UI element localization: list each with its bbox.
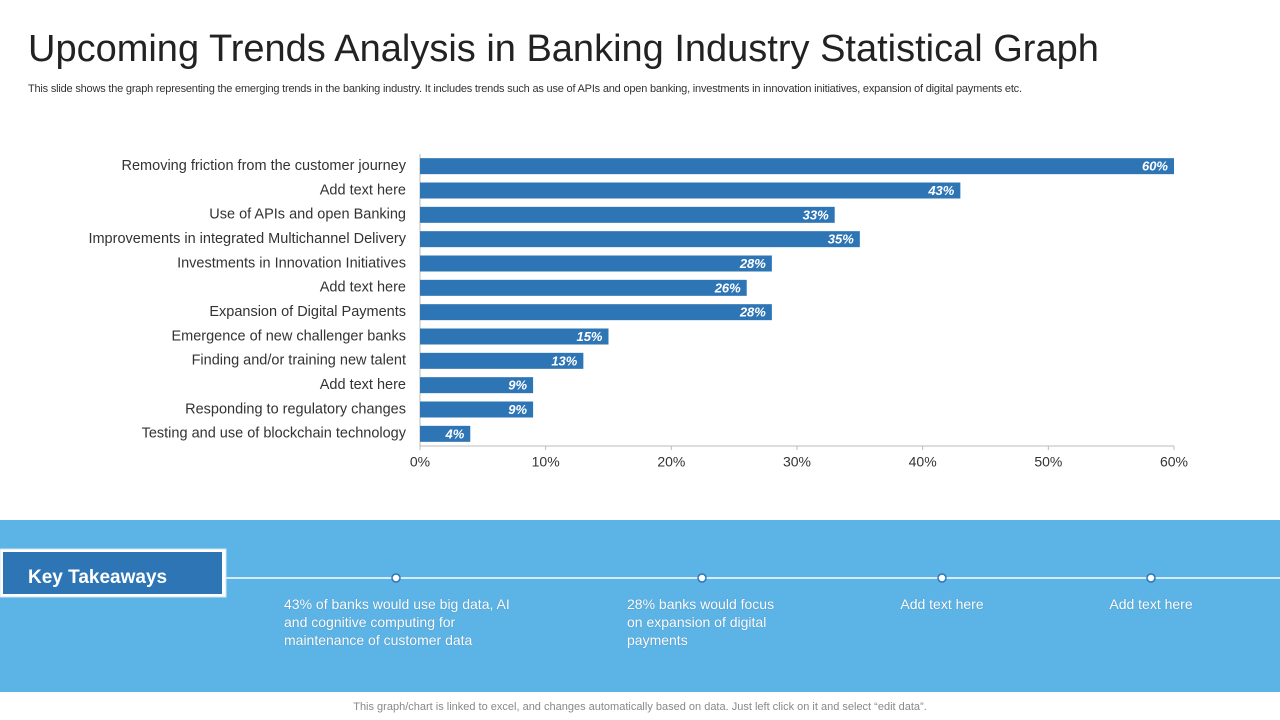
- x-tick-label: 0%: [410, 454, 430, 470]
- heading-box: [3, 552, 222, 594]
- data-label: 4%: [444, 426, 464, 441]
- bar: [420, 158, 1174, 175]
- marker: [391, 573, 401, 583]
- bar: [420, 377, 534, 394]
- marker: [1146, 573, 1156, 583]
- y-tick-label: Emergence of new challenger banks: [171, 328, 406, 344]
- bar: [420, 206, 835, 223]
- y-tick-label: Expansion of Digital Payments: [209, 304, 406, 320]
- x-tick-label: 50%: [1034, 454, 1062, 470]
- y-tick-label: Responding to regulatory changes: [185, 401, 406, 417]
- data-label: 26%: [714, 280, 741, 295]
- data-label: 15%: [576, 329, 602, 344]
- bar: [420, 182, 961, 199]
- x-tick-label: 20%: [657, 454, 685, 470]
- marker: [937, 573, 947, 583]
- subtitle: This slide shows the graph representing …: [28, 83, 1022, 95]
- bar: [420, 304, 772, 321]
- data-label: 28%: [739, 256, 766, 271]
- title: Upcoming Trends Analysis in Banking Indu…: [28, 28, 1099, 70]
- bar: [420, 328, 609, 345]
- y-tick-label: Improvements in integrated Multichannel …: [88, 231, 406, 247]
- bar: [420, 255, 772, 272]
- data-label: 9%: [508, 378, 527, 393]
- y-tick-label: Testing and use of blockchain technology: [142, 426, 407, 442]
- bar: [420, 425, 471, 442]
- y-tick-label: Add text here: [320, 280, 406, 296]
- takeaway-text: 28% banks would focus on expansion of di…: [627, 596, 775, 648]
- bar: [420, 352, 584, 369]
- takeaway-text: Add text here: [900, 596, 984, 612]
- marker: [697, 573, 707, 583]
- footer: This graph/chart is linked to excel, and…: [353, 701, 927, 713]
- y-tick-label: Investments in Innovation Initiatives: [177, 255, 406, 271]
- data-label: 13%: [551, 353, 577, 368]
- bar: [420, 231, 860, 248]
- x-tick-label: 40%: [909, 454, 937, 470]
- y-tick-label: Finding and/or training new talent: [192, 353, 406, 369]
- takeaway-heading: Key Takeaways: [28, 567, 167, 588]
- y-tick-label: Use of APIs and open Banking: [209, 207, 406, 223]
- data-label: 33%: [803, 207, 829, 222]
- data-label: 35%: [828, 232, 854, 247]
- takeaway-text: Add text here: [1109, 596, 1193, 612]
- bar: [420, 401, 534, 418]
- x-tick-label: 60%: [1160, 454, 1188, 470]
- x-tick-label: 30%: [783, 454, 811, 470]
- y-tick-label: Add text here: [320, 182, 406, 198]
- markers: [391, 573, 1156, 583]
- data-label: 60%: [1142, 159, 1168, 174]
- takeaway-text: 43% of banks would use big data, AI and …: [284, 596, 510, 648]
- y-tick-label: Removing friction from the customer jour…: [122, 158, 407, 174]
- data-label: 9%: [508, 402, 527, 417]
- bar: [420, 279, 747, 296]
- data-label: 43%: [927, 183, 954, 198]
- x-tick-label: 10%: [532, 454, 560, 470]
- y-tick-label: Add text here: [320, 377, 406, 393]
- data-label: 28%: [739, 305, 766, 320]
